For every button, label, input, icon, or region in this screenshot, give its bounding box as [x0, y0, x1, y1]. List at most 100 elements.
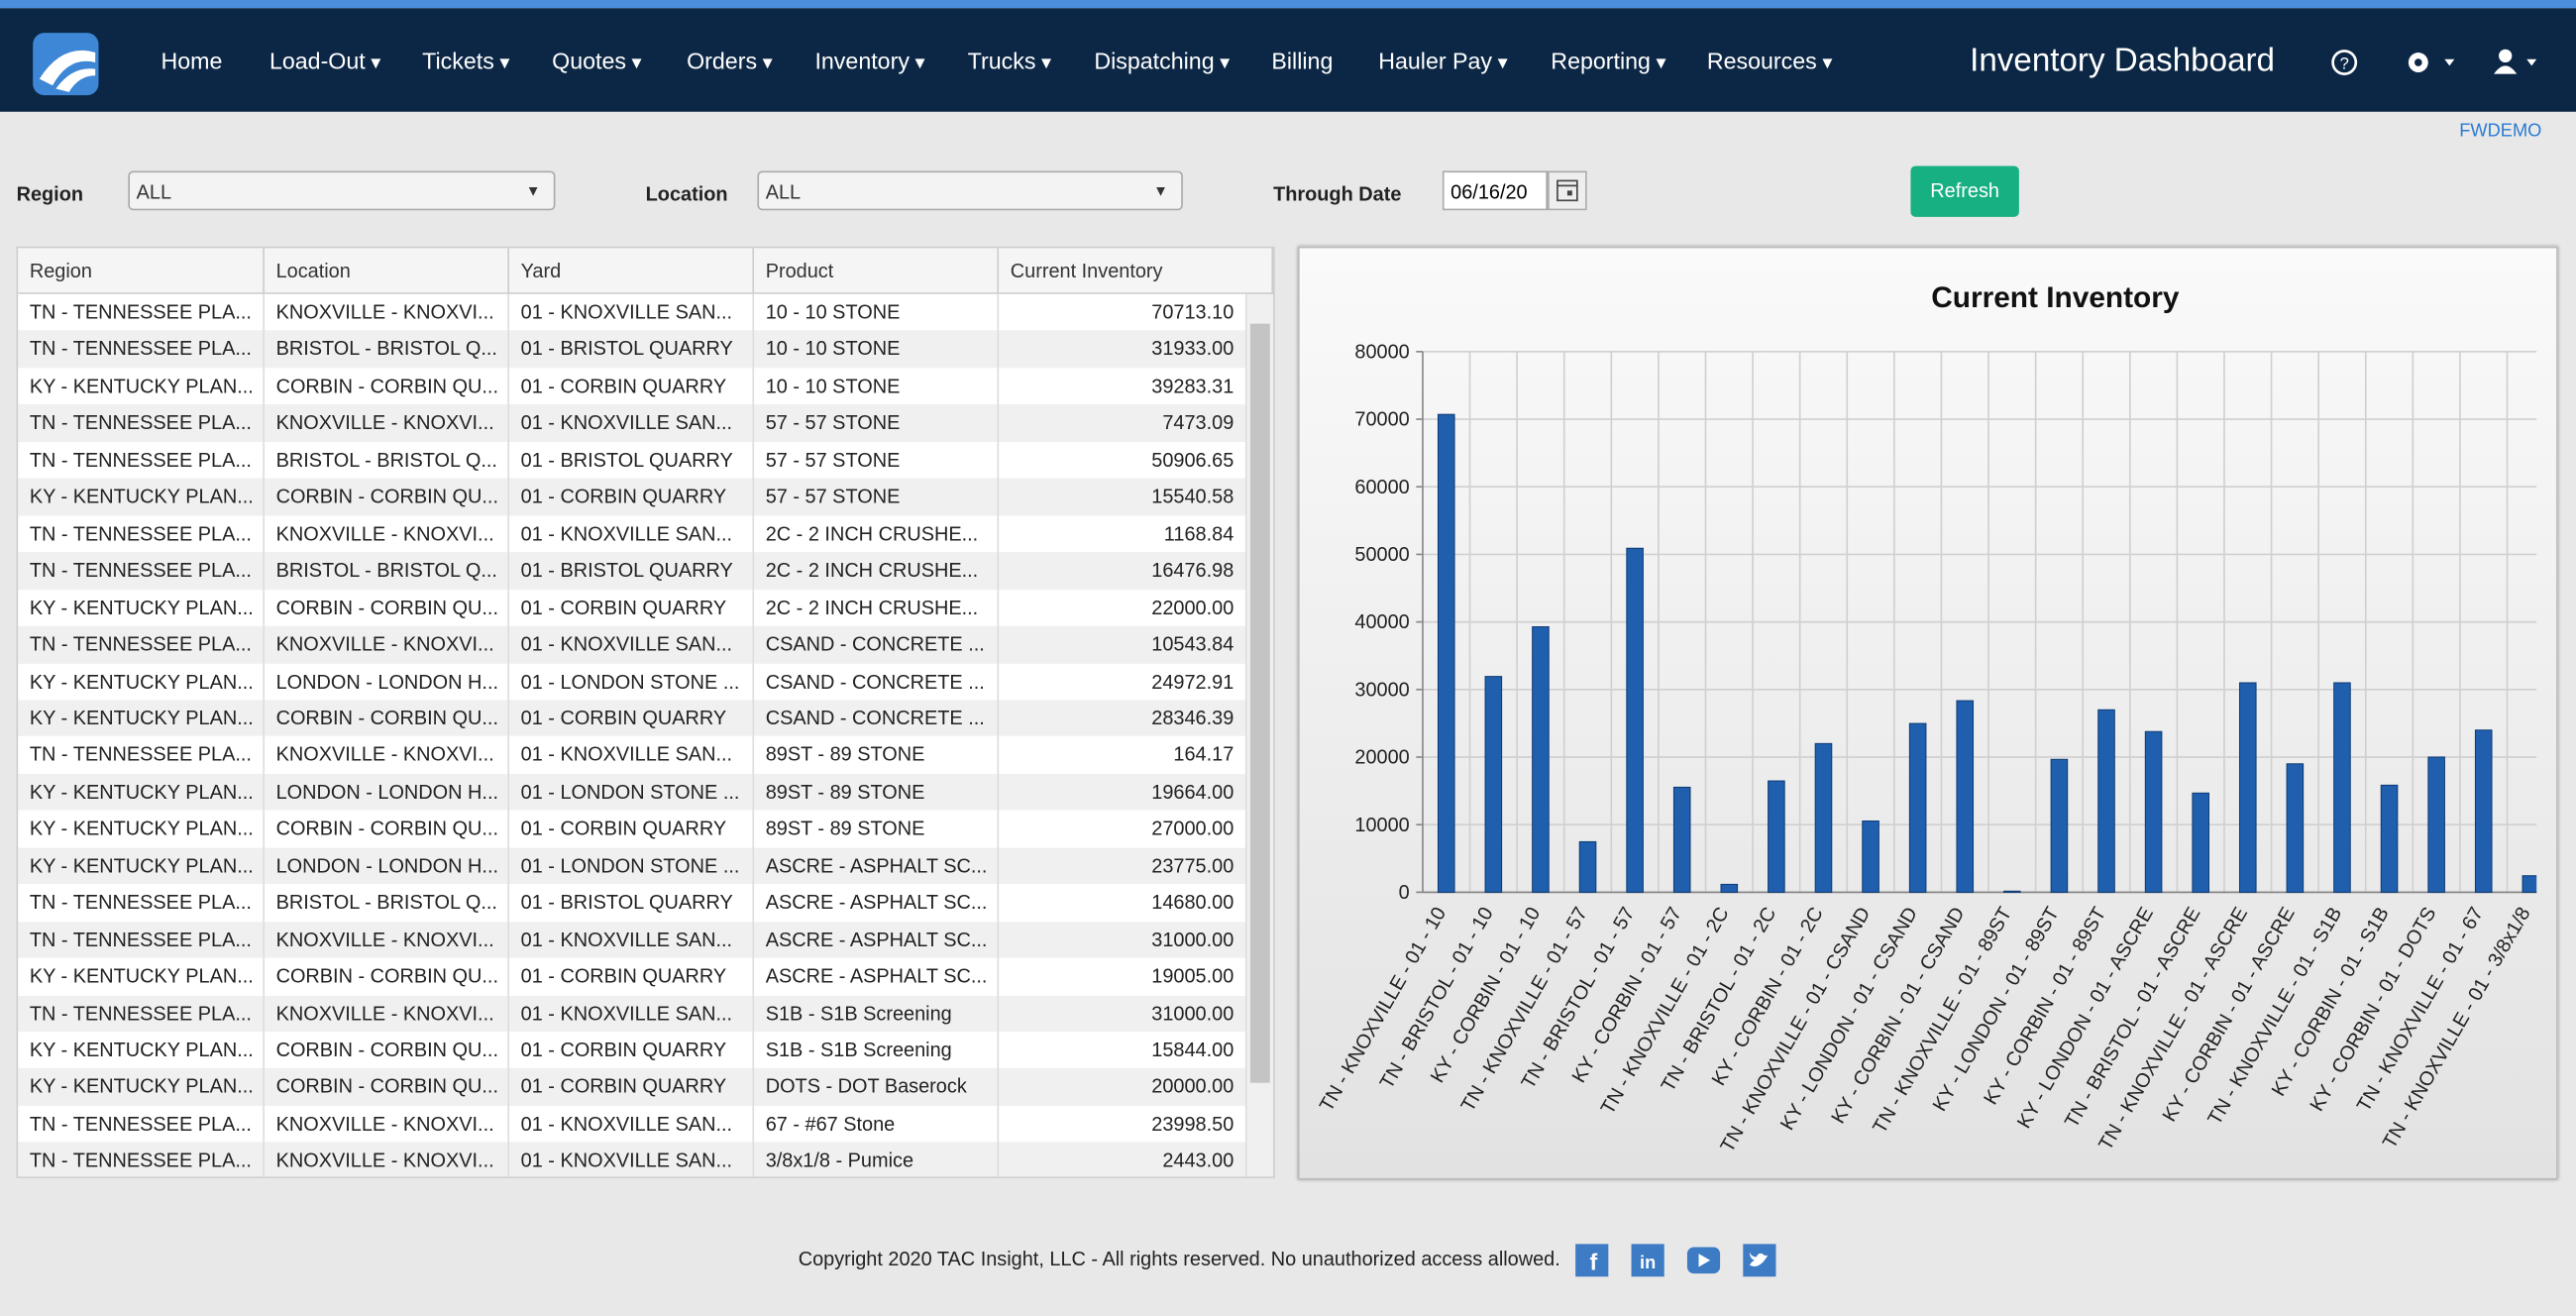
nav-item[interactable]: Billing — [1271, 48, 1333, 74]
table-cell: 01 - BRISTOL QUARRY — [509, 331, 754, 368]
nav-icons[interactable]: ? — [2329, 48, 2543, 80]
y-tick-label: 70000 — [1354, 409, 1409, 431]
table-cell: 14680.00 — [999, 884, 1246, 921]
bar — [1769, 781, 1785, 892]
user-code[interactable]: FWDEMO — [2459, 122, 2541, 142]
table-cell: CORBIN - CORBIN QU... — [265, 700, 509, 736]
table-cell: 50906.65 — [999, 442, 1246, 479]
bar — [1438, 414, 1454, 892]
column-header[interactable]: Region — [18, 248, 265, 293]
table-cell: TN - TENNESSEE PLA... — [18, 737, 265, 774]
bar — [2051, 759, 2068, 892]
bar — [1721, 884, 1738, 892]
calendar-button[interactable] — [1548, 170, 1587, 210]
table-row[interactable]: KY - KENTUCKY PLAN...CORBIN - CORBIN QU.… — [18, 700, 1246, 736]
nav-item[interactable]: Tickets — [422, 48, 509, 74]
bar — [2381, 785, 2398, 892]
table-row[interactable]: KY - KENTUCKY PLAN...CORBIN - CORBIN QU.… — [18, 1032, 1246, 1068]
table-cell: TN - TENNESSEE PLA... — [18, 331, 265, 368]
column-header[interactable]: Product — [754, 248, 999, 293]
nav-item[interactable]: Load-Out — [269, 48, 380, 74]
navbar: Home Load-Out Tickets Quotes Orders Inventory… — [0, 8, 2576, 111]
table-cell: 89ST - 89 STONE — [754, 774, 999, 811]
table-row[interactable]: TN - TENNESSEE PLA...KNOXVILLE - KNOXVI.… — [18, 404, 1246, 441]
column-header[interactable]: Current Inventory — [999, 248, 1273, 293]
table-cell: 10 - 10 STONE — [754, 294, 999, 331]
nav-item[interactable]: Dispatching — [1094, 48, 1230, 74]
table-cell: ASCRE - ASPHALT SC... — [754, 922, 999, 958]
y-tick-label: 0 — [1399, 882, 1410, 904]
table-row[interactable]: TN - TENNESSEE PLA...KNOXVILLE - KNOXVI.… — [18, 737, 1246, 774]
table-cell: LONDON - LONDON H... — [265, 663, 509, 700]
y-tick-label: 50000 — [1354, 544, 1409, 566]
table-cell: TN - TENNESSEE PLA... — [18, 884, 265, 921]
y-tick-label: 60000 — [1354, 477, 1409, 498]
table-row[interactable]: TN - TENNESSEE PLA...KNOXVILLE - KNOXVI.… — [18, 294, 1246, 331]
table-row[interactable]: KY - KENTUCKY PLAN...LONDON - LONDON H..… — [18, 663, 1246, 700]
table-row[interactable]: KY - KENTUCKY PLAN...LONDON - LONDON H..… — [18, 847, 1246, 884]
chart-panel: Current Inventory TN - KNOXVILLE - 01 - … — [1298, 247, 2558, 1180]
table-row[interactable]: KY - KENTUCKY PLAN...CORBIN - CORBIN QU.… — [18, 958, 1246, 995]
table-row[interactable]: TN - TENNESSEE PLA...KNOXVILLE - KNOXVI.… — [18, 626, 1246, 663]
table-row[interactable]: TN - TENNESSEE PLA...BRISTOL - BRISTOL Q… — [18, 884, 1246, 921]
nav-item[interactable]: Home — [161, 48, 222, 74]
region-select[interactable]: ALL — [128, 170, 555, 210]
table-row[interactable]: TN - TENNESSEE PLA...BRISTOL - BRISTOL Q… — [18, 442, 1246, 479]
table-row[interactable]: KY - KENTUCKY PLAN...CORBIN - CORBIN QU.… — [18, 368, 1246, 404]
location-select[interactable]: ALL — [757, 170, 1182, 210]
nav-item[interactable]: Reporting — [1551, 48, 1665, 74]
column-header[interactable]: Yard — [509, 248, 754, 293]
table-cell: 57 - 57 STONE — [754, 442, 999, 479]
y-tick-label: 10000 — [1354, 815, 1409, 836]
svg-text:f: f — [1590, 1250, 1598, 1275]
table-cell: 01 - KNOXVILLE SAN... — [509, 922, 754, 958]
table-cell: ASCRE - ASPHALT SC... — [754, 884, 999, 921]
table-cell: 7473.09 — [999, 404, 1246, 441]
table-cell: 01 - LONDON STONE ... — [509, 663, 754, 700]
table-row[interactable]: TN - TENNESSEE PLA...KNOXVILLE - KNOXVI.… — [18, 1106, 1246, 1143]
table-row[interactable]: KY - KENTUCKY PLAN...CORBIN - CORBIN QU.… — [18, 590, 1246, 626]
scrollbar[interactable] — [1247, 294, 1274, 1176]
nav-item[interactable]: Quotes — [552, 48, 641, 74]
table-row[interactable]: KY - KENTUCKY PLAN...CORBIN - CORBIN QU.… — [18, 811, 1246, 847]
table-row[interactable]: KY - KENTUCKY PLAN...CORBIN - CORBIN QU.… — [18, 479, 1246, 515]
nav-item[interactable]: Orders — [687, 48, 772, 74]
footer: Copyright 2020 TAC Insight, LLC - All ri… — [0, 1244, 2576, 1276]
nav-item[interactable]: Resources — [1707, 48, 1832, 74]
column-header[interactable]: Location — [265, 248, 509, 293]
table-cell: 01 - KNOXVILLE SAN... — [509, 1143, 754, 1178]
table-cell: KNOXVILLE - KNOXVI... — [265, 515, 509, 552]
date-input[interactable]: 06/16/20 — [1443, 170, 1548, 210]
table-cell: TN - TENNESSEE PLA... — [18, 552, 265, 589]
table-row[interactable]: TN - TENNESSEE PLA...KNOXVILLE - KNOXVI.… — [18, 1143, 1246, 1178]
table-cell: 01 - BRISTOL QUARRY — [509, 884, 754, 921]
nav-item[interactable]: Inventory — [814, 48, 924, 74]
table-row[interactable]: KY - KENTUCKY PLAN...LONDON - LONDON H..… — [18, 774, 1246, 811]
social-icons[interactable]: fin — [1572, 1244, 1777, 1276]
nav-item[interactable]: Hauler Pay — [1378, 48, 1507, 74]
y-tick-label: 40000 — [1354, 611, 1409, 633]
table-cell: TN - TENNESSEE PLA... — [18, 294, 265, 331]
table-cell: KNOXVILLE - KNOXVI... — [265, 1143, 509, 1178]
table-cell: 01 - LONDON STONE ... — [509, 774, 754, 811]
bar — [2428, 757, 2445, 892]
logo[interactable] — [30, 30, 102, 99]
table-cell: ASCRE - ASPHALT SC... — [754, 958, 999, 995]
table-cell: 16476.98 — [999, 552, 1246, 589]
table-row[interactable]: KY - KENTUCKY PLAN...CORBIN - CORBIN QU.… — [18, 1069, 1246, 1106]
table-cell: 164.17 — [999, 737, 1246, 774]
table-row[interactable]: TN - TENNESSEE PLA...BRISTOL - BRISTOL Q… — [18, 552, 1246, 589]
table-cell: DOTS - DOT Baserock — [754, 1069, 999, 1106]
refresh-button[interactable]: Refresh — [1910, 165, 2018, 216]
table-row[interactable]: TN - TENNESSEE PLA...KNOXVILLE - KNOXVI.… — [18, 995, 1246, 1032]
table-row[interactable]: TN - TENNESSEE PLA...KNOXVILLE - KNOXVI.… — [18, 515, 1246, 552]
nav-item[interactable]: Trucks — [968, 48, 1051, 74]
table-cell: 31000.00 — [999, 922, 1246, 958]
table-cell: CORBIN - CORBIN QU... — [265, 1069, 509, 1106]
table-cell: 67 - #67 Stone — [754, 1106, 999, 1143]
bar — [2522, 876, 2539, 893]
table-cell: 01 - CORBIN QUARRY — [509, 1032, 754, 1068]
table-cell: KNOXVILLE - KNOXVI... — [265, 1106, 509, 1143]
table-row[interactable]: TN - TENNESSEE PLA...BRISTOL - BRISTOL Q… — [18, 331, 1246, 368]
table-row[interactable]: TN - TENNESSEE PLA...KNOXVILLE - KNOXVI.… — [18, 922, 1246, 958]
